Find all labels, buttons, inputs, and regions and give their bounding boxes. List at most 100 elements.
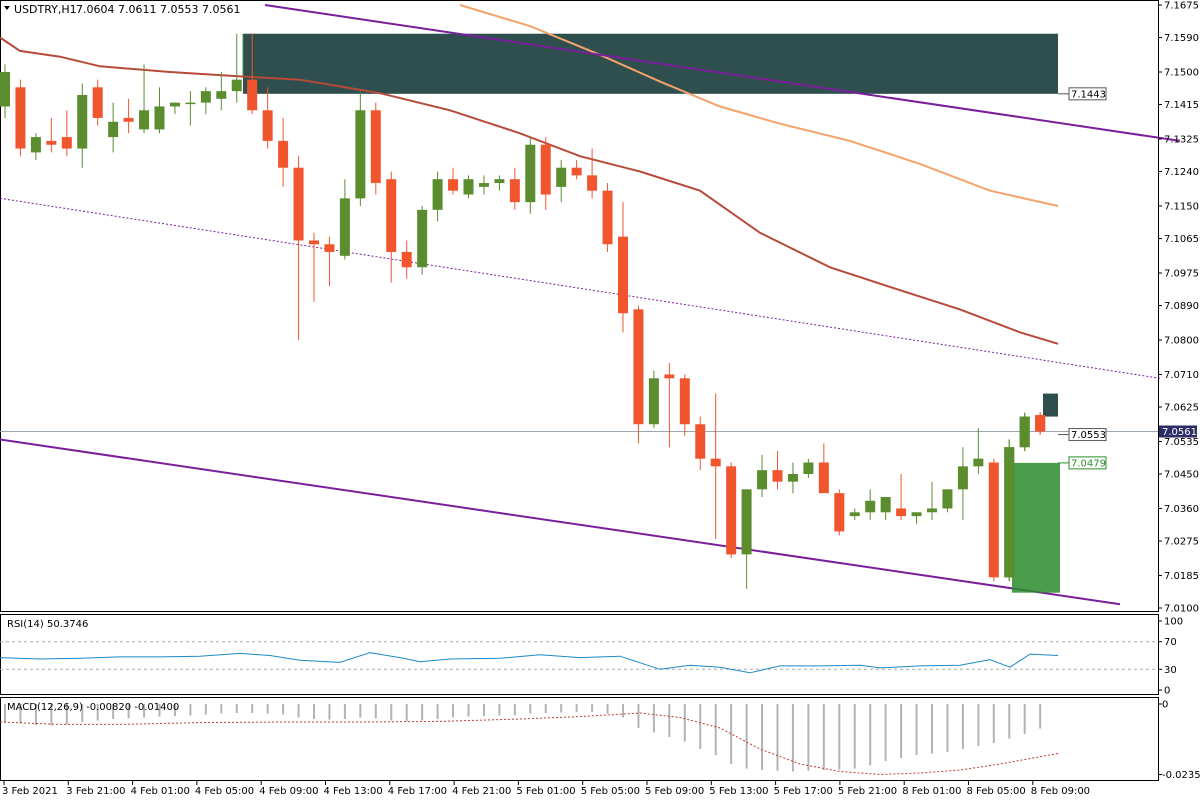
macd-panel[interactable] xyxy=(0,697,1159,781)
candle[interactable] xyxy=(216,72,227,111)
candle-body xyxy=(818,462,829,494)
y-tick-label: 7.0185 xyxy=(1164,571,1199,582)
candle[interactable] xyxy=(726,462,737,559)
candle-body xyxy=(0,72,10,107)
candle[interactable] xyxy=(139,64,150,134)
candle[interactable] xyxy=(834,489,845,536)
candle[interactable] xyxy=(849,508,860,520)
candle[interactable] xyxy=(927,481,937,520)
candle[interactable] xyxy=(587,148,598,199)
candle-body xyxy=(587,175,598,191)
y-tick-label: 7.1500 xyxy=(1164,68,1199,79)
candle[interactable] xyxy=(92,79,103,126)
x-tick-label: 5 Feb 05:00 xyxy=(581,786,640,797)
candle[interactable] xyxy=(880,496,891,520)
candle[interactable] xyxy=(602,183,613,252)
candle[interactable] xyxy=(664,362,675,448)
candle[interactable] xyxy=(355,91,366,206)
candle[interactable] xyxy=(787,462,798,494)
candle[interactable] xyxy=(1004,439,1015,582)
y-tick-label: 7.0625 xyxy=(1164,403,1199,414)
candle[interactable] xyxy=(540,137,551,210)
candle[interactable] xyxy=(30,133,41,161)
candle-body xyxy=(494,179,505,184)
candle-body xyxy=(231,79,242,92)
candle[interactable] xyxy=(0,64,10,118)
candle[interactable] xyxy=(401,240,412,279)
candle[interactable] xyxy=(695,416,706,471)
candle[interactable] xyxy=(973,428,984,474)
main-panel[interactable] xyxy=(0,0,1159,612)
candle[interactable] xyxy=(1035,412,1046,435)
candle[interactable] xyxy=(818,443,829,494)
target-box-green xyxy=(1012,462,1060,593)
candle[interactable] xyxy=(231,33,242,103)
candle[interactable] xyxy=(432,171,443,222)
candle[interactable] xyxy=(525,137,536,214)
candle[interactable] xyxy=(185,91,196,126)
candle[interactable] xyxy=(1019,412,1030,452)
candle[interactable] xyxy=(123,98,134,134)
candle-body xyxy=(988,462,999,578)
candle[interactable] xyxy=(417,206,428,275)
candle[interactable] xyxy=(618,202,628,333)
candle-body xyxy=(556,167,567,187)
candle[interactable] xyxy=(339,179,350,260)
candle[interactable] xyxy=(942,489,953,513)
candle[interactable] xyxy=(293,156,304,340)
chevron-down-icon[interactable] xyxy=(4,6,10,10)
y-tick-label: 7.1150 xyxy=(1164,202,1199,213)
candle-body xyxy=(200,91,211,103)
x-tick-label: 8 Feb 05:00 xyxy=(967,786,1026,797)
candle[interactable] xyxy=(633,305,644,444)
y-tick-label: 7.0710 xyxy=(1164,370,1199,381)
candle[interactable] xyxy=(386,171,397,283)
candle[interactable] xyxy=(757,454,768,497)
candle[interactable] xyxy=(324,236,335,287)
candle[interactable] xyxy=(478,175,489,195)
candle[interactable] xyxy=(309,232,319,302)
candle[interactable] xyxy=(571,160,582,180)
candle[interactable] xyxy=(494,175,505,191)
candle[interactable] xyxy=(803,458,814,478)
candle-body xyxy=(370,110,381,184)
candle[interactable] xyxy=(911,512,922,524)
candle-body xyxy=(695,424,706,459)
candle[interactable] xyxy=(556,160,567,203)
macd-tick-label: -0.02351 xyxy=(1162,770,1200,781)
candle[interactable] xyxy=(957,447,968,520)
candle[interactable] xyxy=(679,374,690,436)
candle[interactable] xyxy=(262,87,273,149)
candle[interactable] xyxy=(108,102,119,153)
candle[interactable] xyxy=(463,175,474,199)
x-tick-label: 5 Feb 21:00 xyxy=(838,786,897,797)
rsi-panel[interactable] xyxy=(0,614,1159,695)
candle[interactable] xyxy=(865,489,876,520)
candle[interactable] xyxy=(741,489,752,589)
candle[interactable] xyxy=(509,167,520,210)
candle[interactable] xyxy=(169,102,180,115)
candle[interactable] xyxy=(154,87,165,134)
candle-body xyxy=(139,110,150,130)
candle[interactable] xyxy=(278,117,289,187)
ohlc-values: 7.0604 7.0611 7.0553 7.0561 xyxy=(76,3,240,16)
candle[interactable] xyxy=(200,87,211,115)
candle[interactable] xyxy=(710,393,721,540)
candle[interactable] xyxy=(247,33,258,115)
candle[interactable] xyxy=(448,167,459,195)
candle-body xyxy=(509,179,520,203)
candle-body xyxy=(339,198,350,256)
candle-body xyxy=(1004,447,1015,578)
candle[interactable] xyxy=(988,458,999,582)
candle[interactable] xyxy=(46,117,57,153)
candle[interactable] xyxy=(896,474,907,520)
candle[interactable] xyxy=(15,79,26,157)
bid-price-box xyxy=(1159,425,1197,438)
candle[interactable] xyxy=(61,110,72,157)
candle[interactable] xyxy=(370,102,381,195)
macd-label: MACD(12,26,9) -0.00820 -0.01400 xyxy=(7,702,179,713)
candle[interactable] xyxy=(772,451,783,490)
candle[interactable] xyxy=(648,370,659,429)
candle[interactable] xyxy=(77,83,88,168)
